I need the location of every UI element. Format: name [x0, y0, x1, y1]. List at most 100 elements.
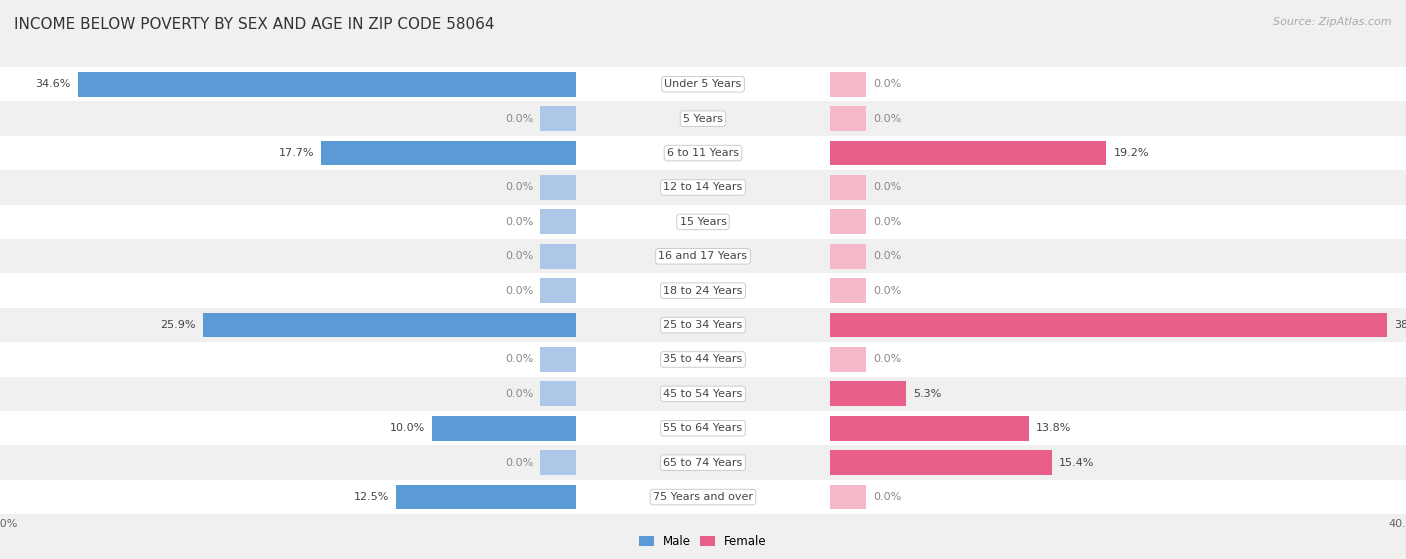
Bar [576, 170, 830, 205]
Bar [830, 485, 866, 509]
Bar [576, 446, 830, 480]
Bar [576, 377, 830, 411]
Bar [830, 480, 1406, 514]
Bar [0, 377, 576, 411]
Text: 0.0%: 0.0% [505, 286, 533, 296]
Bar [202, 312, 576, 338]
Bar [576, 308, 830, 342]
Text: 0.0%: 0.0% [873, 286, 901, 296]
Bar [830, 312, 1388, 338]
Bar [0, 239, 576, 273]
Text: 12 to 14 Years: 12 to 14 Years [664, 182, 742, 192]
Bar [0, 308, 576, 342]
Bar [0, 480, 576, 514]
Bar [830, 205, 1406, 239]
Bar [830, 342, 1406, 377]
Text: 0.0%: 0.0% [873, 79, 901, 89]
Text: 15.4%: 15.4% [1059, 458, 1094, 468]
Bar [830, 67, 1406, 102]
Bar [0, 273, 576, 308]
Text: 25 to 34 Years: 25 to 34 Years [664, 320, 742, 330]
Text: 75 Years and over: 75 Years and over [652, 492, 754, 502]
Text: 0.0%: 0.0% [505, 389, 533, 399]
Bar [0, 205, 576, 239]
Bar [576, 136, 830, 170]
Text: 12.5%: 12.5% [353, 492, 389, 502]
Bar [540, 175, 576, 200]
Bar [830, 451, 1052, 475]
Text: 17.7%: 17.7% [278, 148, 314, 158]
Text: 38.7%: 38.7% [1395, 320, 1406, 330]
Bar [830, 239, 1406, 273]
Text: Under 5 Years: Under 5 Years [665, 79, 741, 89]
Text: 6 to 11 Years: 6 to 11 Years [666, 148, 740, 158]
Bar [0, 342, 576, 377]
Bar [830, 381, 905, 406]
Text: 0.0%: 0.0% [505, 354, 533, 364]
Text: 45 to 54 Years: 45 to 54 Years [664, 389, 742, 399]
Bar [321, 141, 576, 165]
Bar [540, 451, 576, 475]
Bar [432, 416, 576, 440]
Bar [830, 244, 866, 269]
Bar [540, 278, 576, 303]
Text: 0.0%: 0.0% [873, 252, 901, 261]
Bar [0, 136, 576, 170]
Bar [830, 175, 866, 200]
Text: 0.0%: 0.0% [873, 492, 901, 502]
Bar [540, 347, 576, 372]
Text: 0.0%: 0.0% [505, 252, 533, 261]
Bar [540, 244, 576, 269]
Bar [396, 485, 576, 509]
Bar [0, 411, 576, 446]
Text: 0.0%: 0.0% [505, 182, 533, 192]
Bar [540, 106, 576, 131]
Bar [830, 170, 1406, 205]
Bar [830, 411, 1406, 446]
Bar [830, 72, 866, 97]
Bar [0, 446, 576, 480]
Text: INCOME BELOW POVERTY BY SEX AND AGE IN ZIP CODE 58064: INCOME BELOW POVERTY BY SEX AND AGE IN Z… [14, 17, 495, 32]
Bar [830, 416, 1029, 440]
Text: Source: ZipAtlas.com: Source: ZipAtlas.com [1274, 17, 1392, 27]
Text: 0.0%: 0.0% [505, 113, 533, 124]
Text: 35 to 44 Years: 35 to 44 Years [664, 354, 742, 364]
Bar [830, 308, 1406, 342]
Bar [830, 446, 1406, 480]
Bar [830, 278, 866, 303]
Bar [830, 106, 866, 131]
Text: 65 to 74 Years: 65 to 74 Years [664, 458, 742, 468]
Bar [576, 102, 830, 136]
Text: 16 and 17 Years: 16 and 17 Years [658, 252, 748, 261]
Text: 25.9%: 25.9% [160, 320, 195, 330]
Bar [77, 72, 576, 97]
Bar [576, 342, 830, 377]
Bar [576, 273, 830, 308]
Text: 0.0%: 0.0% [505, 458, 533, 468]
Text: 15 Years: 15 Years [679, 217, 727, 227]
Text: 0.0%: 0.0% [873, 354, 901, 364]
Text: 55 to 64 Years: 55 to 64 Years [664, 423, 742, 433]
Text: 19.2%: 19.2% [1114, 148, 1149, 158]
Text: 5.3%: 5.3% [914, 389, 942, 399]
Bar [576, 67, 830, 102]
Text: 18 to 24 Years: 18 to 24 Years [664, 286, 742, 296]
Text: 10.0%: 10.0% [389, 423, 425, 433]
Bar [576, 480, 830, 514]
Text: 34.6%: 34.6% [35, 79, 70, 89]
Bar [830, 210, 866, 234]
Bar [576, 239, 830, 273]
Bar [0, 170, 576, 205]
Text: 13.8%: 13.8% [1036, 423, 1071, 433]
Bar [540, 381, 576, 406]
Bar [0, 67, 576, 102]
Bar [576, 205, 830, 239]
Text: 0.0%: 0.0% [873, 182, 901, 192]
Bar [0, 102, 576, 136]
Bar [576, 411, 830, 446]
Legend: Male, Female: Male, Female [634, 530, 772, 553]
Bar [540, 210, 576, 234]
Bar [830, 273, 1406, 308]
Bar [830, 141, 1107, 165]
Bar [830, 102, 1406, 136]
